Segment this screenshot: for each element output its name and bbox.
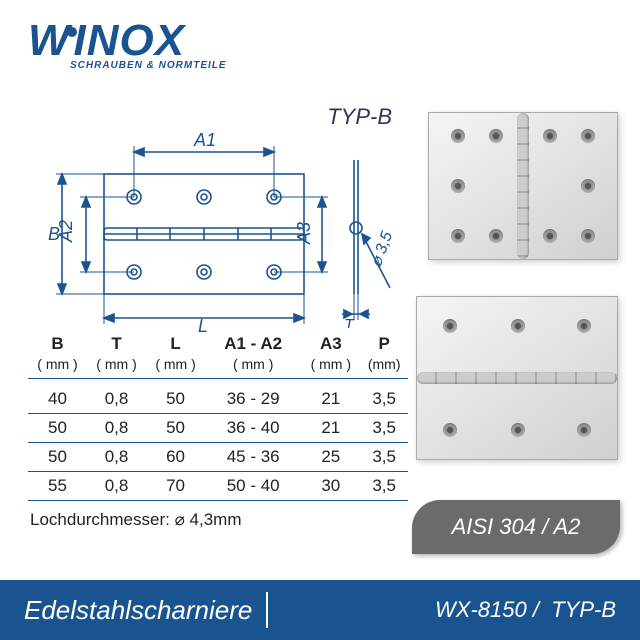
table-header: B T L A1 - A2 A3 P ( mm ) ( mm ) ( mm ) … xyxy=(28,332,408,378)
col-P: P xyxy=(360,332,408,356)
dim-pin: ⌀ 3,5 xyxy=(368,229,396,269)
datasheet-page: WINOX SCHRAUBEN & NORMTEILE TYP-B xyxy=(0,0,640,640)
hole-diameter-note: Lochdurchmesser: ⌀ 4,3mm xyxy=(30,510,241,530)
col-A1A2: A1 - A2 xyxy=(205,332,301,356)
spec-table: B T L A1 - A2 A3 P ( mm ) ( mm ) ( mm ) … xyxy=(28,332,408,501)
dim-A3: A3 xyxy=(294,222,314,245)
col-B: B xyxy=(28,332,87,356)
dim-T: T xyxy=(344,317,355,328)
technical-drawing-front: B A2 A1 L A3 xyxy=(34,132,364,332)
col-A3: A3 xyxy=(301,332,360,356)
variant-label: TYP-B xyxy=(327,104,392,130)
table-row: 500,86045 - 36253,5 xyxy=(28,442,408,471)
footer-title: Edelstahlscharniere xyxy=(24,595,252,626)
dim-A2: A2 xyxy=(56,220,76,243)
dim-A1: A1 xyxy=(193,132,216,150)
brand-logo: WINOX SCHRAUBEN & NORMTEILE xyxy=(28,16,227,71)
dim-L: L xyxy=(198,316,208,332)
material-badge: AISI 304 / A2 xyxy=(412,500,620,554)
footer-code: WX-8150 / TYP-B xyxy=(435,597,616,623)
technical-drawing-side: T ⌀ 3,5 xyxy=(340,128,410,328)
table-row: 500,85036 - 40213,5 xyxy=(28,413,408,442)
footer-bar: Edelstahlscharniere WX-8150 / TYP-B xyxy=(0,580,640,640)
col-T: T xyxy=(87,332,146,356)
product-photo-2 xyxy=(416,296,618,460)
brand-name: WINOX xyxy=(28,16,227,66)
brand-tagline: SCHRAUBEN & NORMTEILE xyxy=(70,60,227,71)
product-photo-1 xyxy=(428,112,618,260)
table-row: 550,87050 - 40303,5 xyxy=(28,471,408,500)
col-L: L xyxy=(146,332,205,356)
table-row: 400,85036 - 29213,5 xyxy=(28,378,408,413)
